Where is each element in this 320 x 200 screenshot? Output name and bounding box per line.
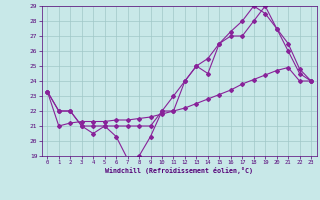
X-axis label: Windchill (Refroidissement éolien,°C): Windchill (Refroidissement éolien,°C) — [105, 167, 253, 174]
